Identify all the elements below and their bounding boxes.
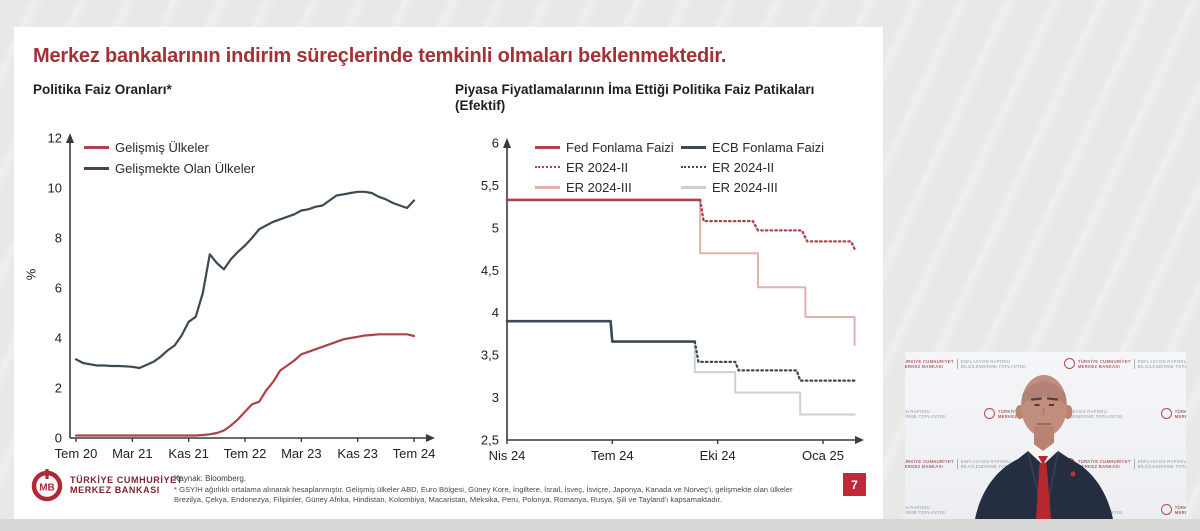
svg-text:5,5: 5,5 (481, 178, 499, 193)
svg-text:0: 0 (55, 431, 62, 446)
right-chart-legend-ecb: ECB Fonlama Faizi ER 2024-II ER 2024-III (681, 137, 824, 197)
svg-text:10: 10 (48, 181, 62, 196)
legend-label: Gelişmekte Olan Ülkeler (115, 161, 256, 176)
svg-text:8: 8 (55, 231, 62, 246)
right-chart-title: Piyasa Fiyatlamalarının İma Ettiği Polit… (455, 82, 855, 114)
svg-text:Tem 24: Tem 24 (591, 448, 634, 463)
legend-label: ECB Fonlama Faizi (712, 139, 824, 155)
tcmb-logo-icon: MB (31, 469, 63, 502)
slide-title: Merkez bankalarının indirim süreçlerinde… (33, 45, 727, 67)
svg-text:Tem 20: Tem 20 (55, 446, 98, 461)
tcmb-logo: MB TÜRKİYE CUMHURİYET MERKEZ BANKASI (30, 468, 183, 502)
svg-text:2,5: 2,5 (481, 433, 499, 448)
svg-text:3,5: 3,5 (481, 348, 499, 363)
svg-text:Kas 21: Kas 21 (168, 446, 208, 461)
left-chart-legend: Gelişmiş Ülkeler Gelişmekte Olan Ülkeler (84, 137, 255, 179)
svg-text:3: 3 (492, 390, 499, 405)
svg-text:Kas 23: Kas 23 (337, 446, 377, 461)
svg-text:2: 2 (55, 381, 62, 396)
left-chart-title: Politika Faiz Oranları* (33, 82, 172, 97)
svg-text:Oca 25: Oca 25 (802, 448, 844, 463)
legend-label: Gelişmiş Ülkeler (115, 140, 209, 155)
legend-line-fed-er3 (535, 185, 560, 189)
legend-item: Gelişmiş Ülkeler (84, 137, 255, 158)
svg-text:4: 4 (492, 305, 499, 320)
svg-text:Nis 24: Nis 24 (489, 448, 526, 463)
svg-text:Mar 21: Mar 21 (112, 446, 152, 461)
legend-line-emerging (84, 167, 109, 170)
footnote: * GSYİH ağırlıklı ortalama alınarak hesa… (174, 485, 834, 504)
svg-text:Mar 23: Mar 23 (281, 446, 321, 461)
flag-pin (1070, 471, 1076, 477)
right-chart-title-line2: (Efektif) (455, 98, 506, 113)
speaker (975, 375, 1113, 519)
tcmb-logo-icon (1063, 358, 1075, 369)
right-chart-title-line1: Piyasa Fiyatlamalarının İma Ettiği Polit… (455, 82, 815, 97)
legend-label: ER 2024-II (566, 159, 629, 175)
legend-label: ER 2024-III (712, 179, 778, 195)
svg-text:4,5: 4,5 (481, 263, 499, 278)
legend-line-fed-er2 (535, 166, 560, 168)
legend-item: ER 2024-II (681, 157, 824, 177)
legend-item: ER 2024-III (535, 177, 674, 197)
legend-label: ER 2024-III (566, 179, 632, 195)
svg-text:Tem 24: Tem 24 (393, 446, 436, 461)
svg-text:Tem 22: Tem 22 (224, 446, 267, 461)
legend-item: ECB Fonlama Faizi (681, 137, 824, 157)
policy-rates-chart: 0 2 4 6 8 10 12 Tem 20 Mar 21 Kas 21 Tem 22 Mar 23 K… (48, 131, 436, 462)
svg-text:5: 5 (492, 220, 499, 235)
tcmb-logo-line1: TÜRKİYE CUMHURİYET (70, 474, 183, 485)
legend-line-ecb-er3 (681, 185, 706, 189)
legend-item: Fed Fonlama Faizi (535, 137, 674, 157)
tcmb-logo-line2: MERKEZ BANKASI (70, 485, 160, 495)
legend-item: Gelişmekte Olan Ülkeler (84, 158, 255, 179)
svg-text:MB: MB (39, 483, 55, 494)
tcmb-logo-icon (1160, 408, 1172, 419)
presentation-slide: Merkez bankalarının indirim süreçlerinde… (14, 27, 883, 519)
legend-line-ecb (681, 145, 706, 149)
svg-text:Eki 24: Eki 24 (700, 448, 736, 463)
legend-item: ER 2024-III (681, 177, 824, 197)
bottom-strip (0, 519, 1200, 531)
legend-line-ecb-er2 (681, 166, 706, 168)
svg-text:4: 4 (55, 331, 62, 346)
tcmb-logo-text: TÜRKİYE CUMHURİYET MERKEZ BANKASI (70, 475, 183, 496)
legend-line-fed (535, 145, 560, 149)
legend-line-developed (84, 146, 109, 149)
svg-text:6: 6 (492, 136, 499, 151)
legend-label: ER 2024-II (712, 159, 775, 175)
footnote-line2: Brezilya, Çekya, Endonezya, Filipinler, … (174, 494, 722, 504)
tcmb-logo-icon (1160, 504, 1172, 515)
svg-text:12: 12 (48, 131, 62, 146)
svg-text:6: 6 (55, 281, 62, 296)
video-inset: TÜRKİYE CUMHURİYET MERKEZ BANKASI ENFLASYO… (905, 352, 1186, 519)
footnote-line1: * GSYİH ağırlıklı ortalama alınarak hesa… (174, 485, 793, 494)
right-chart-legend-fed: Fed Fonlama Faizi ER 2024-II ER 2024-III (535, 137, 674, 197)
source-note: Kaynak: Bloomberg. (174, 474, 247, 483)
page-number-badge: 7 (843, 473, 866, 496)
legend-label: Fed Fonlama Faizi (566, 139, 674, 155)
tcmb-logo-icon (983, 408, 995, 419)
legend-item: ER 2024-II (535, 157, 674, 177)
implied-rate-paths-chart: 2,5 3 3,5 4 4,5 5 5,5 6 Nis 24 Tem 24 Eki 24 Oca 25 (481, 136, 864, 463)
